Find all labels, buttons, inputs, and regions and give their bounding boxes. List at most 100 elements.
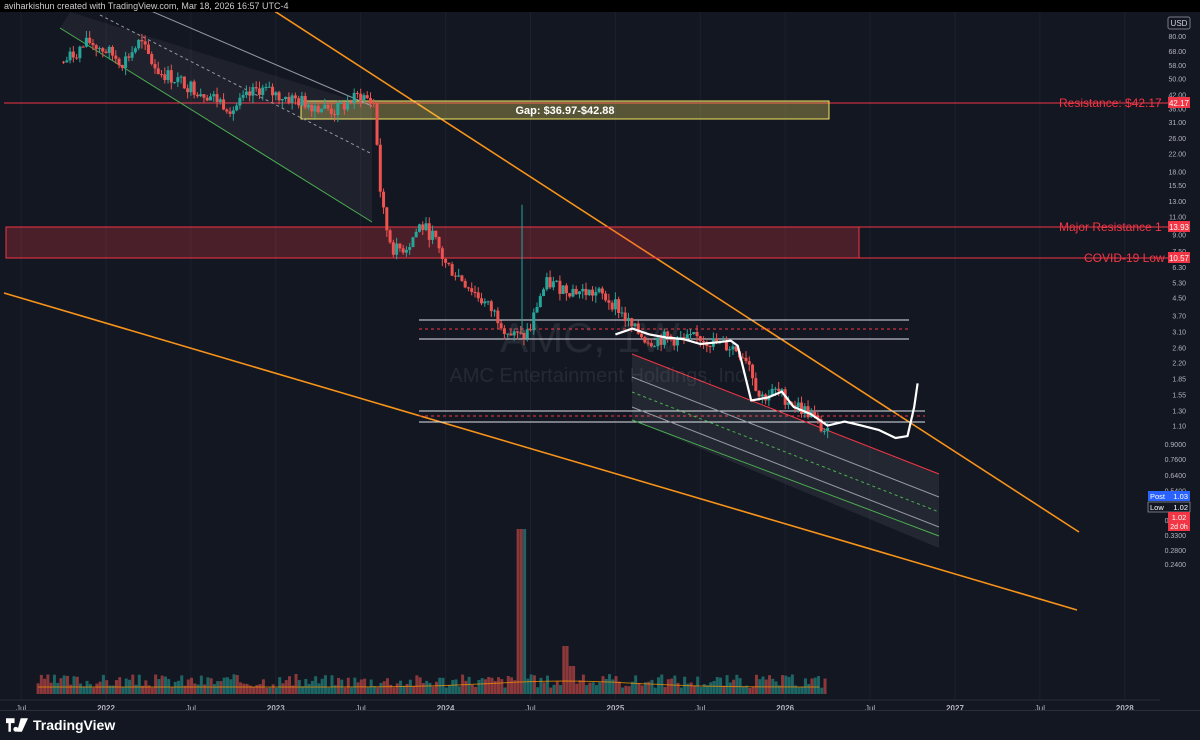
volume-bar [415,675,419,694]
volume-bar [366,687,370,694]
candle-body [613,299,617,310]
candle-body [633,323,637,327]
candle-body [757,390,761,397]
volume-bar [604,678,608,694]
candle-body [150,53,154,64]
volume-bar [555,681,559,694]
candle-body [137,39,141,49]
candle-body [362,95,366,101]
volume-bar [183,685,187,694]
candle-body [538,296,542,308]
price-chart[interactable]: Gap: $36.97-$42.88 AMC, 1W AMC Entertain… [0,12,1200,710]
volume-bar [670,678,674,694]
candle-body [248,91,252,96]
volume-bar [252,686,256,694]
volume-bar [719,677,723,694]
lower-wedge-trendline[interactable] [3,292,1078,611]
candle-body [728,349,732,351]
badge-major: 13.93 [1168,221,1190,232]
volume-bar [118,677,122,694]
volume-bar [402,685,406,694]
candle-body [212,94,216,97]
volume-bar [265,687,269,694]
candle-body [411,237,415,248]
candle-body [244,91,248,96]
candle-body [75,57,79,59]
candle-body [111,46,115,56]
currency-badge[interactable]: USD [1167,16,1191,30]
recent-channel-bottom[interactable] [631,419,940,537]
candle-body [675,337,679,346]
time-axis[interactable]: Jul 2022 Jul 2023 Jul 2024 Jul 2025 Jul 2026 Jul 20… [0,699,1160,710]
volume-ma-line [38,680,820,688]
price-tick-label: 18.00 [1168,170,1186,177]
price-tick-label: 11.00 [1169,214,1186,221]
candle-body [146,44,150,54]
volume-bar [392,687,396,694]
volume-bar [92,687,96,694]
candle-body [476,292,480,299]
volume-bar [274,687,278,694]
candle-body [822,431,826,433]
candle-body [208,96,212,101]
price-tick-label: 58.00 [1168,63,1186,70]
price-tick-label: 80.00 [1168,34,1186,41]
candle-body [336,103,340,115]
candle-body [333,113,337,115]
tradingview-logo[interactable]: TradingView [6,717,115,733]
volume-bar [464,680,468,694]
price-tick-label: 15.50 [1168,183,1186,190]
recent-price-line[interactable] [615,327,919,440]
volume-bar [516,529,520,694]
time-tick-label: 2026 [776,704,794,710]
candle-body [313,105,317,112]
volume-bar [614,676,618,694]
candle-body [444,258,448,263]
volume-bar [608,674,612,694]
volume-bar [434,681,438,694]
watermark-ticker: AMC, 1W [500,314,680,361]
candle-body [320,108,324,113]
volume-bar [715,677,719,694]
candle-body [274,92,278,96]
candle-body [747,361,751,365]
candle-body [666,331,670,336]
candle-body [81,46,85,48]
candle-body [156,68,160,75]
gap-box[interactable] [300,100,830,120]
volume-bar [549,687,553,694]
candle-body [372,102,376,104]
candle-body [300,95,304,106]
candle-body [293,95,297,99]
volume-bar [232,674,236,694]
volume-bar [131,674,135,694]
early-channel-bottom[interactable] [59,27,373,223]
candle-body [297,98,301,106]
volume-bar [627,686,631,694]
recent-channel-top[interactable] [631,353,940,475]
time-tick-label: 2023 [267,704,285,710]
volume-bar [235,675,239,694]
volume-bar [65,675,69,694]
candle-body [316,105,320,113]
price-axis[interactable]: 80.00 68.00 58.00 50.00 42.00 36.00 31.00 26.00… [1165,34,1187,569]
candle-body [310,104,314,112]
upper-wedge-trendline[interactable] [245,12,1080,533]
candle-body [813,411,817,416]
price-tick-label: 3.10 [1172,330,1186,337]
candle-series[interactable] [62,30,830,439]
candle-body [352,92,356,104]
brand-name: TradingView [33,717,116,733]
volume-bar [323,675,327,694]
volume-bar [513,680,517,694]
early-channel-top[interactable] [130,12,373,107]
candle-body [604,293,608,301]
recent-channel-upper [631,376,940,498]
time-tick-label: 2025 [607,704,625,710]
volume-bar [506,675,510,694]
candle-body [816,415,820,420]
volume-bar [209,678,213,694]
candle-body [702,341,706,343]
candle-body [734,346,738,352]
volume-bar [268,687,272,694]
